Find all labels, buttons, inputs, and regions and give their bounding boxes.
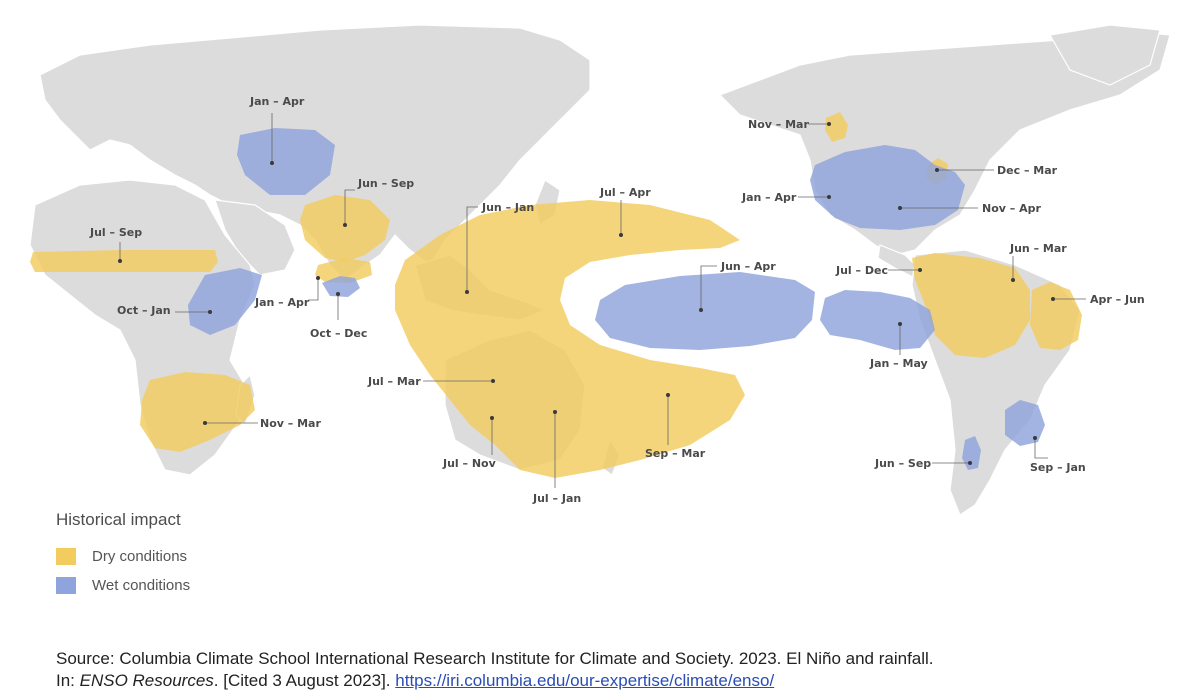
label-central-pacific: Jun – Apr xyxy=(720,260,776,273)
source-line-2: In: ENSO Resources. [Cited 3 August 2023… xyxy=(56,670,934,692)
region-southern-us[interactable] xyxy=(810,145,965,230)
leaders xyxy=(118,113,1086,488)
source-text-1: Columbia Climate School International Re… xyxy=(114,649,934,668)
region-central-chile[interactable] xyxy=(962,436,981,470)
label-east-africa: Oct – Jan xyxy=(117,304,171,317)
region-sahel[interactable] xyxy=(30,250,218,272)
source-link[interactable]: https://iri.columbia.edu/our-expertise/c… xyxy=(395,671,775,690)
source-citation: Source: Columbia Climate School Internat… xyxy=(56,648,934,692)
label-northern-south-america: Jun – Mar xyxy=(1009,242,1067,255)
label-central-asia: Jan – Apr xyxy=(249,95,305,108)
region-southern-africa[interactable] xyxy=(140,372,255,452)
source-italic: ENSO Resources xyxy=(79,671,214,690)
landmass-arabia xyxy=(214,199,296,276)
label-alaska-canada: Nov – Mar xyxy=(748,118,809,131)
region-southeast-south-america[interactable] xyxy=(1005,400,1045,446)
region-central-asia[interactable] xyxy=(237,128,335,195)
region-labels: Jan – Apr Jun – Sep Jul – Sep Oct – Jan … xyxy=(89,95,1145,505)
source-text-2-pre: In: xyxy=(56,671,80,690)
wet-swatch xyxy=(56,577,76,594)
region-northern-south-america[interactable] xyxy=(912,253,1030,358)
legend-item-wet: Wet conditions xyxy=(56,577,190,594)
dry-swatch xyxy=(56,548,76,565)
source-line-1: Source: Columbia Climate School Internat… xyxy=(56,648,934,670)
legend-label-dry: Dry conditions xyxy=(92,548,188,565)
region-east-africa[interactable] xyxy=(188,268,262,335)
label-southeast-south-america: Sep – Jan xyxy=(1030,461,1086,474)
legend-label-wet: Wet conditions xyxy=(92,577,191,594)
label-sahel: Jul – Sep xyxy=(89,226,142,239)
region-alaska-canada[interactable] xyxy=(825,112,848,142)
label-central-chile: Jun – Sep xyxy=(874,457,931,470)
label-northeast-brazil: Apr – Jun xyxy=(1090,293,1145,306)
landmass-greenland xyxy=(1049,24,1161,86)
region-sri-lanka-dry[interactable] xyxy=(315,258,372,283)
region-maritime-crescent[interactable] xyxy=(395,200,745,478)
region-ecuador-peru[interactable] xyxy=(820,290,935,350)
label-sri-lanka-dry: Jan – Apr xyxy=(254,296,310,309)
label-philippines: Jun – Jan xyxy=(481,201,534,214)
legend-item-dry: Dry conditions xyxy=(56,548,190,565)
label-india: Jun – Sep xyxy=(357,177,414,190)
source-text-2-post: . [Cited 3 August 2023]. xyxy=(213,671,396,690)
legend-title: Historical impact xyxy=(56,510,181,529)
label-east-australia: Jul – Jan xyxy=(532,492,581,505)
label-pacific-south: Sep – Mar xyxy=(645,447,706,460)
world-map: Jan – Apr Jun – Sep Jul – Sep Oct – Jan … xyxy=(29,24,1171,516)
label-southern-africa: Nov – Mar xyxy=(260,417,321,430)
label-southeast-us: Nov – Apr xyxy=(982,202,1041,215)
region-northeast-brazil[interactable] xyxy=(1030,282,1082,350)
label-north-australia: Jul – Mar xyxy=(367,375,421,388)
label-pacific-north: Jul – Apr xyxy=(599,186,651,199)
source-label: Source: xyxy=(56,649,115,668)
label-great-lakes: Dec – Mar xyxy=(997,164,1058,177)
impact-layer xyxy=(30,112,1082,478)
region-central-pacific[interactable] xyxy=(595,272,815,350)
label-ecuador-peru: Jan – May xyxy=(869,357,928,370)
label-gulf-coast: Jan – Apr xyxy=(741,191,797,204)
label-central-america: Jul – Dec xyxy=(835,264,888,277)
label-sri-lanka-wet: Oct – Dec xyxy=(310,327,367,340)
region-sri-lanka-wet[interactable] xyxy=(322,276,360,297)
legend: Historical impact Dry conditions Wet con… xyxy=(56,510,190,606)
region-india[interactable] xyxy=(300,195,390,262)
label-west-australia: Jul – Nov xyxy=(442,457,497,470)
